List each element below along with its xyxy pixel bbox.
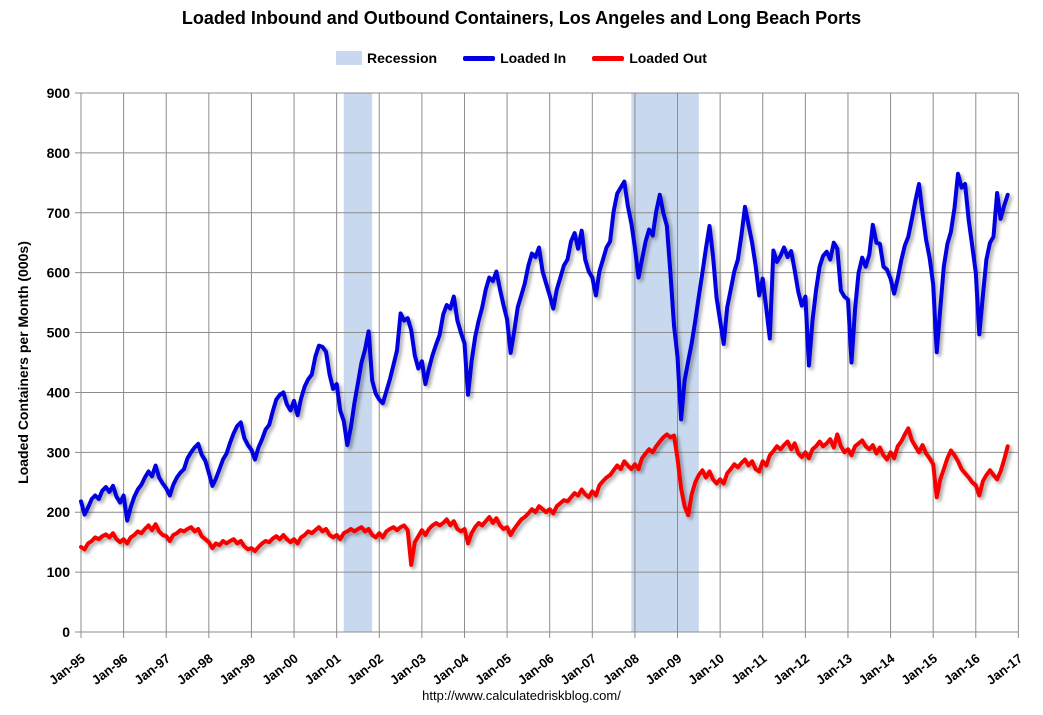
source-url: http://www.calculatedriskblog.com/ — [422, 688, 621, 703]
y-tick-label: 400 — [47, 384, 71, 400]
y-axis-title: Loaded Containers per Month (000s) — [15, 241, 31, 484]
legend-item-loaded-out: Loaded Out — [592, 50, 707, 66]
x-tick-label: Jan-15 — [898, 651, 940, 688]
x-tick-label: Jan-95 — [46, 651, 88, 688]
gridlines — [75, 92, 1019, 638]
y-tick-label: 700 — [47, 205, 71, 221]
y-tick-label: 900 — [47, 85, 71, 101]
y-tick-label: 200 — [47, 504, 71, 520]
x-tick-label: Jan-98 — [174, 651, 216, 688]
legend-label-recession: Recession — [367, 50, 438, 66]
x-tick-label: Jan-09 — [643, 651, 685, 688]
legend-item-recession: Recession — [336, 50, 437, 66]
loaded-in-line-swatch — [463, 55, 496, 61]
x-tick-label: Jan-03 — [387, 651, 429, 688]
x-tick-label: Jan-13 — [813, 651, 855, 688]
recession-bands — [343, 93, 699, 632]
loaded-out-line-swatch — [592, 55, 625, 61]
y-tick-label: 600 — [47, 265, 71, 281]
x-tick-labels: Jan-95 Jan-96 Jan-97 Jan-98 Jan-99 Jan-00 Jan-… — [46, 650, 1025, 688]
x-tick-label: Jan-06 — [515, 651, 557, 688]
x-tick-label: Jan-96 — [89, 651, 131, 688]
y-tick-label: 300 — [47, 444, 71, 460]
y-tick-label: 500 — [47, 325, 71, 341]
legend-item-loaded-in: Loaded In — [463, 50, 566, 66]
x-tick-label: Jan-14 — [856, 650, 898, 688]
recession-band — [343, 93, 373, 632]
series-line-loaded-out — [79, 426, 1010, 567]
legend: Recession Loaded In Loaded Out — [0, 50, 1043, 66]
x-tick-label: Jan-10 — [685, 651, 727, 688]
legend-label-loaded-out: Loaded Out — [629, 50, 707, 66]
y-tick-label: 100 — [47, 564, 71, 580]
x-tick-label: Jan-97 — [131, 651, 173, 688]
x-tick-label: Jan-11 — [728, 651, 769, 688]
x-tick-label: Jan-08 — [600, 651, 642, 688]
y-tick-label: 0 — [62, 624, 70, 640]
legend-label-loaded-in: Loaded In — [500, 50, 567, 66]
x-tick-label: Jan-17 — [984, 651, 1026, 688]
chart-title: Loaded Inbound and Outbound Containers, … — [181, 8, 862, 28]
x-tick-label: Jan-12 — [770, 651, 812, 688]
x-tick-label: Jan-05 — [472, 651, 514, 688]
x-tick-label: Jan-02 — [344, 651, 386, 688]
recession-band-swatch — [336, 51, 363, 65]
x-tick-label: Jan-04 — [430, 650, 472, 688]
y-tick-label: 800 — [47, 145, 71, 161]
x-tick-label: Jan-16 — [941, 651, 983, 688]
series-line-loaded-in — [79, 171, 1010, 523]
x-tick-label: Jan-01 — [302, 651, 344, 688]
x-tick-label: Jan-07 — [557, 651, 599, 688]
x-tick-label: Jan-99 — [217, 651, 259, 688]
y-tick-labels: 0 100 200 300 400 500 600 700 800 900 — [47, 85, 71, 640]
x-tick-label: Jan-00 — [259, 651, 301, 688]
